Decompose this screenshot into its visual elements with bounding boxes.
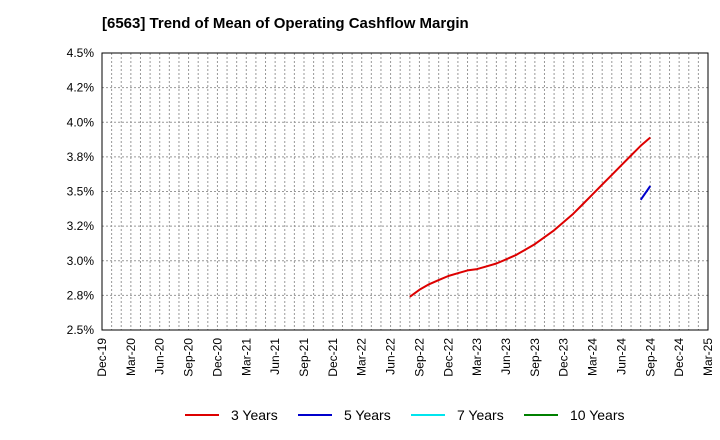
y-tick-label: 4.5% [67, 46, 95, 60]
x-tick-label: Jun-23 [499, 338, 513, 375]
y-tick-label: 3.0% [67, 254, 95, 268]
legend-item-7-years: 7 Years [411, 406, 504, 424]
x-tick-label: Mar-20 [124, 338, 138, 376]
chart-title: [6563] Trend of Mean of Operating Cashfl… [102, 15, 469, 32]
x-tick-label: Dec-21 [326, 338, 340, 377]
x-tick-label: Mar-24 [586, 338, 600, 376]
legend-swatch [411, 414, 445, 416]
y-tick-label: 2.5% [67, 323, 95, 337]
x-tick-label: Sep-21 [297, 338, 311, 377]
legend-label: 3 Years [231, 407, 278, 423]
x-tick-label: Dec-19 [95, 338, 109, 377]
legend-label: 10 Years [570, 407, 625, 423]
legend-item-5-years: 5 Years [298, 406, 391, 424]
legend-label: 5 Years [344, 407, 391, 423]
legend-item-3-years: 3 Years [185, 406, 278, 424]
x-tick-label: Sep-23 [528, 338, 542, 377]
x-tick-label: Mar-23 [470, 338, 484, 376]
x-tick-label: Jun-22 [384, 338, 398, 375]
x-tick-label: Dec-23 [557, 338, 571, 377]
grid [101, 52, 709, 331]
legend-swatch [524, 414, 558, 416]
x-tick-label: Jun-21 [268, 338, 282, 375]
y-tick-label: 3.2% [67, 219, 95, 233]
x-tick-label: Dec-20 [210, 338, 224, 377]
series-line-5-years [639, 185, 652, 201]
legend-swatch [298, 414, 332, 416]
x-tick-label: Mar-22 [355, 338, 369, 376]
x-tick-label: Sep-24 [643, 338, 657, 377]
x-tick-label: Sep-22 [412, 338, 426, 377]
y-tick-label: 4.0% [67, 115, 95, 129]
x-tick-label: Mar-21 [239, 338, 253, 376]
x-tick-label: Jun-20 [153, 338, 167, 375]
y-tick-label: 2.8% [67, 288, 95, 302]
y-tick-label: 4.2% [67, 81, 95, 95]
y-tick-label: 3.8% [67, 150, 95, 164]
legend-item-10-years: 10 Years [524, 406, 625, 424]
plot-frame [101, 52, 709, 331]
x-tick-label: Sep-20 [182, 338, 196, 377]
legend-swatch [185, 414, 219, 416]
x-tick-label: Dec-22 [441, 338, 455, 377]
x-tick-label: Jun-24 [614, 338, 628, 375]
x-tick-label: Mar-25 [701, 338, 715, 376]
y-tick-label: 3.5% [67, 185, 95, 199]
axes: 2.5% 2.8% 3.0% 3.2% 3.5% 3.8% 4.0% 4.2% 4.5% Dec-… [67, 46, 715, 377]
legend-label: 7 Years [457, 407, 504, 423]
x-tick-label: Dec-24 [672, 338, 686, 377]
series-lines [409, 136, 652, 298]
series-line-3-years [409, 136, 651, 298]
legend: 3 Years 5 Years 7 Years 10 Years [0, 406, 720, 426]
